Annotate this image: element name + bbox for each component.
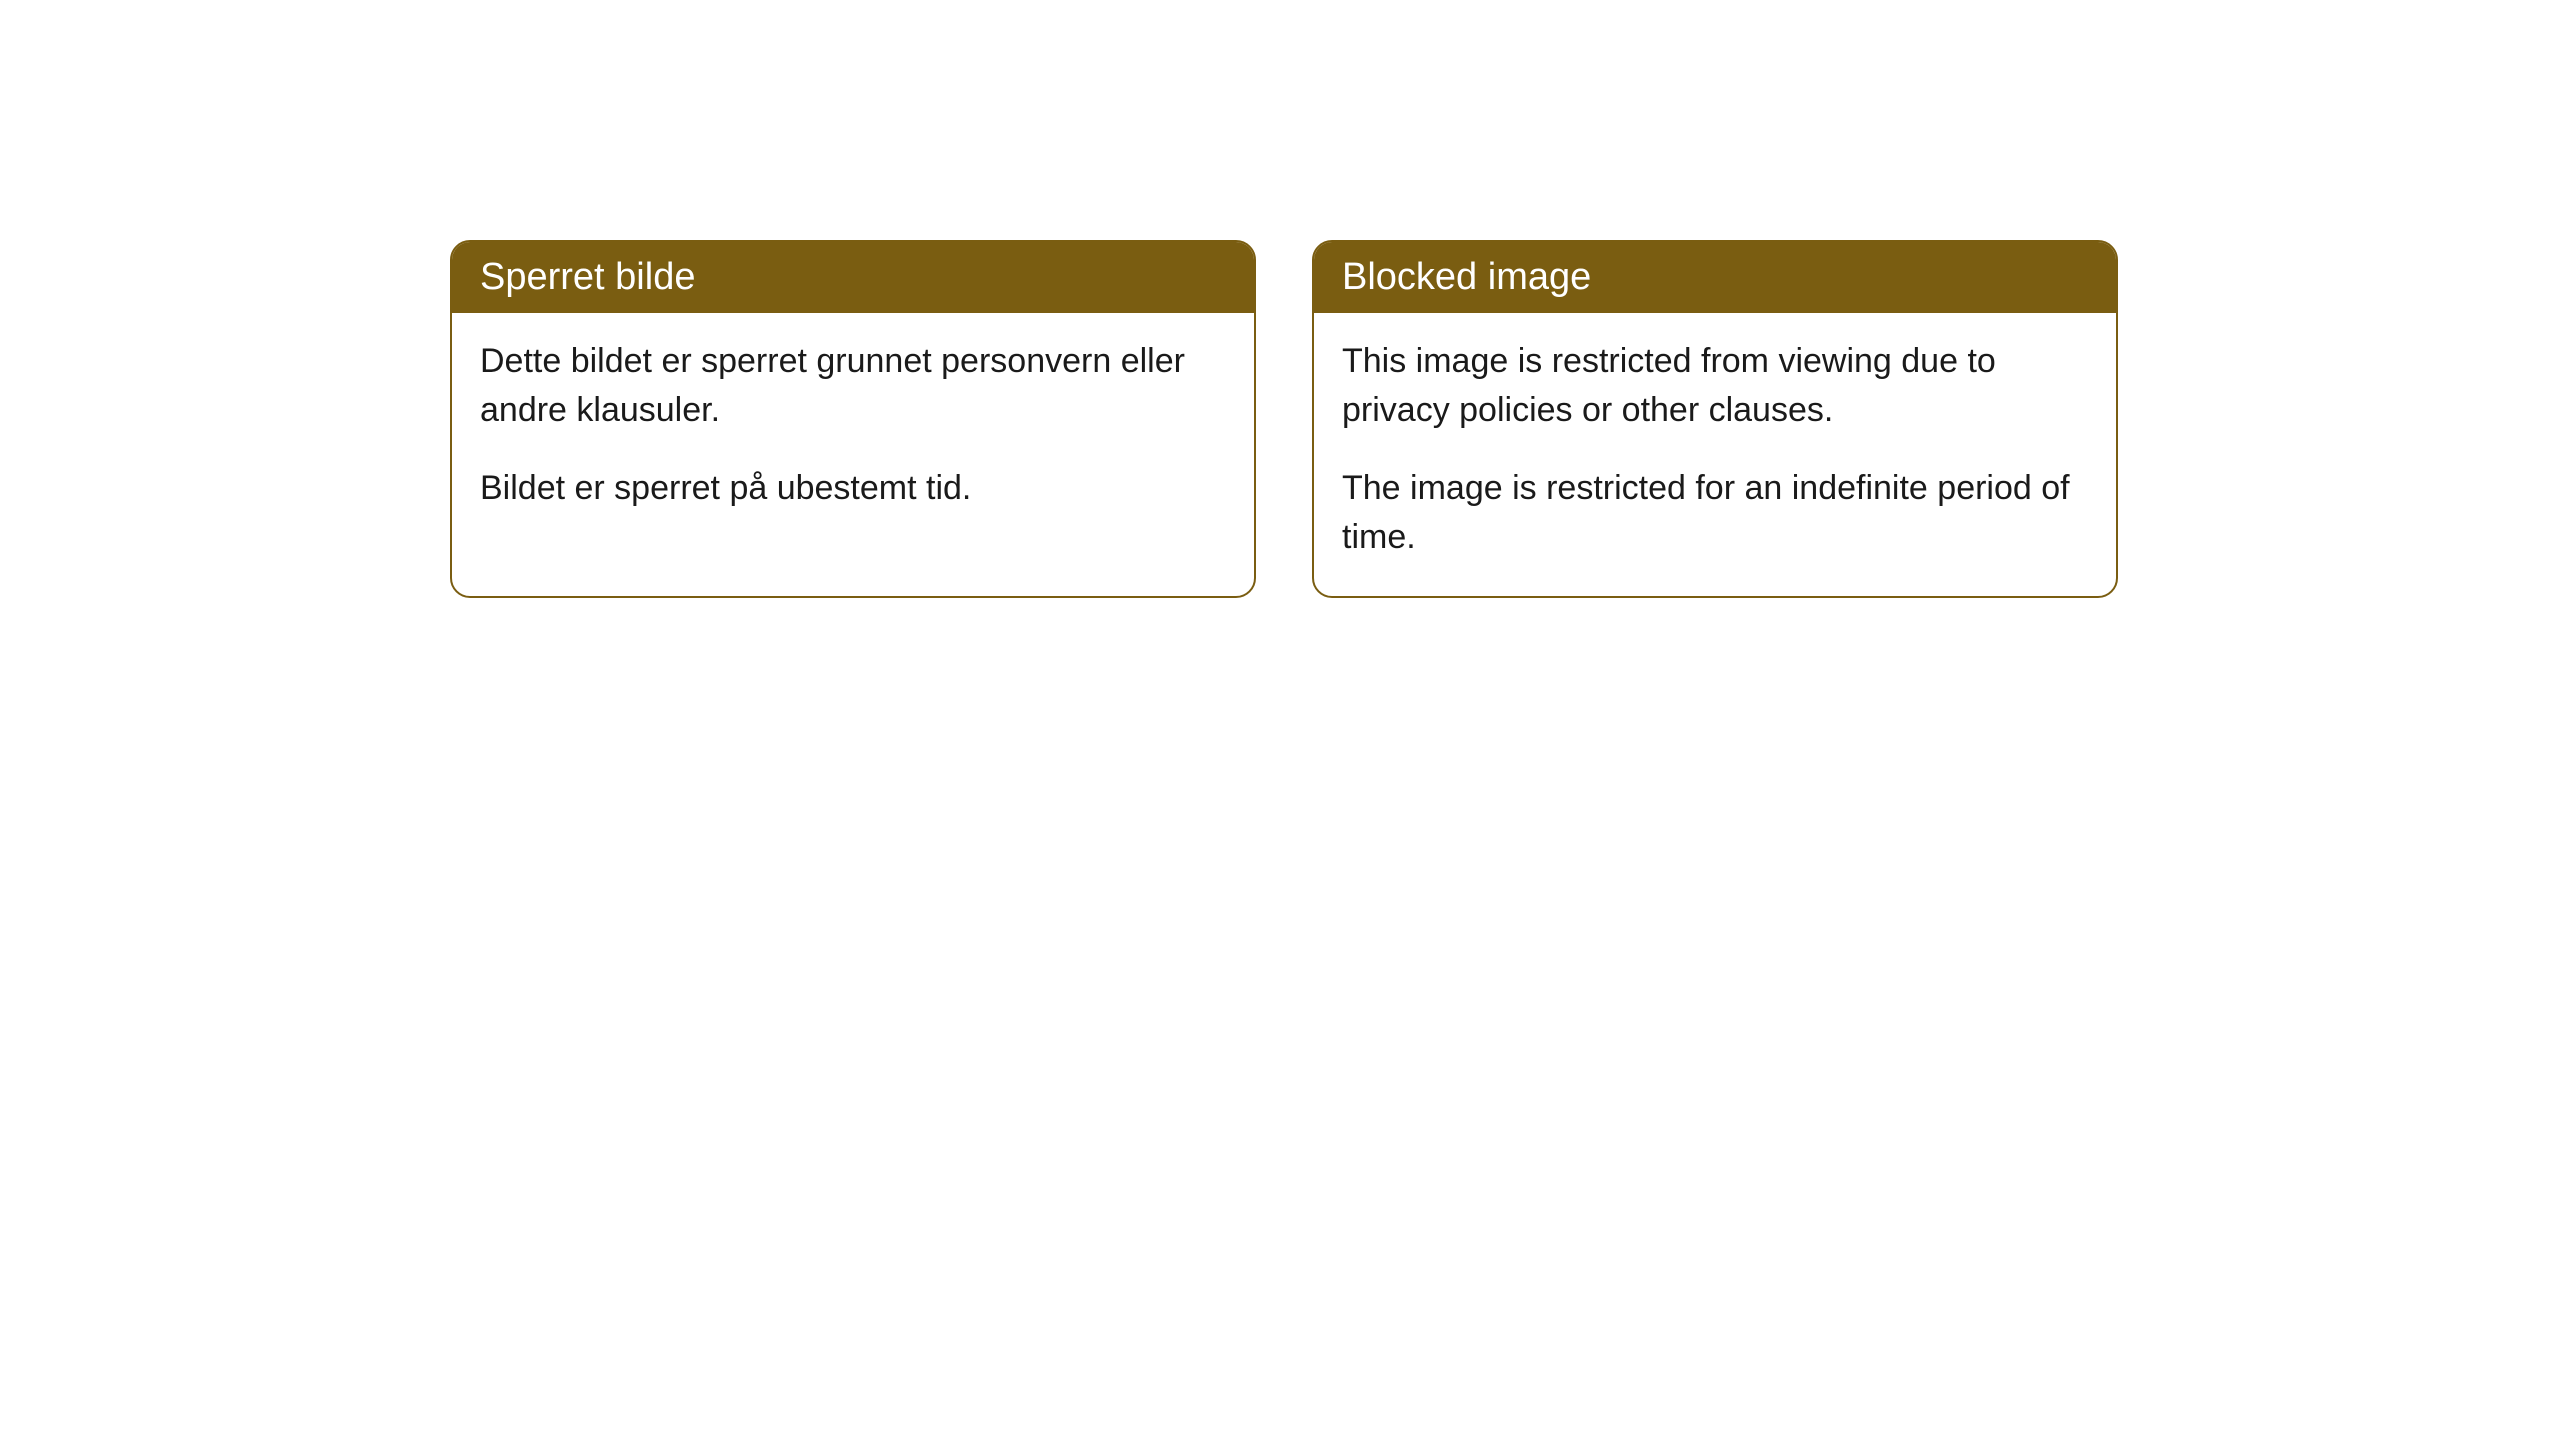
blocked-image-card-no: Sperret bilde Dette bildet er sperret gr… [450, 240, 1256, 598]
card-paragraph-en-1: This image is restricted from viewing du… [1342, 337, 2088, 436]
card-body-no: Dette bildet er sperret grunnet personve… [452, 313, 1254, 547]
blocked-image-card-en: Blocked image This image is restricted f… [1312, 240, 2118, 598]
card-paragraph-no-1: Dette bildet er sperret grunnet personve… [480, 337, 1226, 436]
card-paragraph-no-2: Bildet er sperret på ubestemt tid. [480, 464, 1226, 513]
card-header-en: Blocked image [1314, 242, 2116, 313]
card-body-en: This image is restricted from viewing du… [1314, 313, 2116, 596]
notice-cards-container: Sperret bilde Dette bildet er sperret gr… [450, 240, 2560, 598]
card-paragraph-en-2: The image is restricted for an indefinit… [1342, 464, 2088, 563]
card-header-no: Sperret bilde [452, 242, 1254, 313]
